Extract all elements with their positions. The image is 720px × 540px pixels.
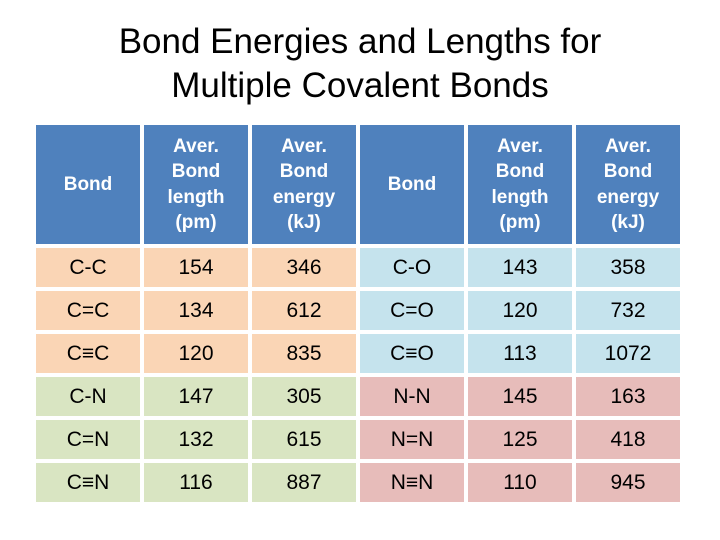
length-cell: 147 bbox=[144, 377, 248, 416]
bond-cell: C≡O bbox=[360, 334, 464, 373]
bond-cell: C≡N bbox=[36, 463, 140, 502]
energy-cell: 732 bbox=[576, 291, 680, 330]
energy-cell: 163 bbox=[576, 377, 680, 416]
bond-cell: N-N bbox=[360, 377, 464, 416]
header-bond-length-left: Aver. Bond length (pm) bbox=[144, 125, 248, 244]
bond-cell: C=C bbox=[36, 291, 140, 330]
energy-cell: 358 bbox=[576, 248, 680, 287]
length-cell: 125 bbox=[468, 420, 572, 459]
energy-cell: 835 bbox=[252, 334, 356, 373]
energy-cell: 346 bbox=[252, 248, 356, 287]
length-cell: 145 bbox=[468, 377, 572, 416]
slide-title-line-2: Multiple Covalent Bonds bbox=[171, 66, 549, 106]
bond-cell: C-C bbox=[36, 248, 140, 287]
bond-cell: C-O bbox=[360, 248, 464, 287]
length-cell: 134 bbox=[144, 291, 248, 330]
header-row: Bond Aver. Bond length (pm) Aver. Bond e… bbox=[36, 125, 680, 244]
length-cell: 120 bbox=[144, 334, 248, 373]
table-row: C=N 132 615 N=N 125 418 bbox=[36, 420, 680, 459]
bond-energies-table: Bond Aver. Bond length (pm) Aver. Bond e… bbox=[32, 121, 684, 506]
bond-cell: N≡N bbox=[360, 463, 464, 502]
energy-cell: 305 bbox=[252, 377, 356, 416]
energy-cell: 612 bbox=[252, 291, 356, 330]
header-bond-energy-right: Aver. Bond energy (kJ) bbox=[576, 125, 680, 244]
slide-title: Bond Energies and Lengths for Multiple C… bbox=[0, 20, 720, 108]
header-bond-left: Bond bbox=[36, 125, 140, 244]
header-bond-energy-left: Aver. Bond energy (kJ) bbox=[252, 125, 356, 244]
bond-cell: C≡C bbox=[36, 334, 140, 373]
table-row: C≡C 120 835 C≡O 113 1072 bbox=[36, 334, 680, 373]
table-row: C-C 154 346 C-O 143 358 bbox=[36, 248, 680, 287]
slide-title-line-1: Bond Energies and Lengths for bbox=[118, 22, 602, 61]
header-bond-right: Bond bbox=[360, 125, 464, 244]
energy-cell: 418 bbox=[576, 420, 680, 459]
bond-cell: C-N bbox=[36, 377, 140, 416]
energy-cell: 945 bbox=[576, 463, 680, 502]
energy-cell: 887 bbox=[252, 463, 356, 502]
bond-cell: C=O bbox=[360, 291, 464, 330]
length-cell: 132 bbox=[144, 420, 248, 459]
table-row: C-N 147 305 N-N 145 163 bbox=[36, 377, 680, 416]
bond-cell: N=N bbox=[360, 420, 464, 459]
length-cell: 154 bbox=[144, 248, 248, 287]
table-row: C≡N 116 887 N≡N 110 945 bbox=[36, 463, 680, 502]
table-row: C=C 134 612 C=O 120 732 bbox=[36, 291, 680, 330]
length-cell: 110 bbox=[468, 463, 572, 502]
length-cell: 120 bbox=[468, 291, 572, 330]
energy-cell: 1072 bbox=[576, 334, 680, 373]
header-bond-length-right: Aver. Bond length (pm) bbox=[468, 125, 572, 244]
length-cell: 113 bbox=[468, 334, 572, 373]
bond-cell: C=N bbox=[36, 420, 140, 459]
energy-cell: 615 bbox=[252, 420, 356, 459]
length-cell: 116 bbox=[144, 463, 248, 502]
length-cell: 143 bbox=[468, 248, 572, 287]
